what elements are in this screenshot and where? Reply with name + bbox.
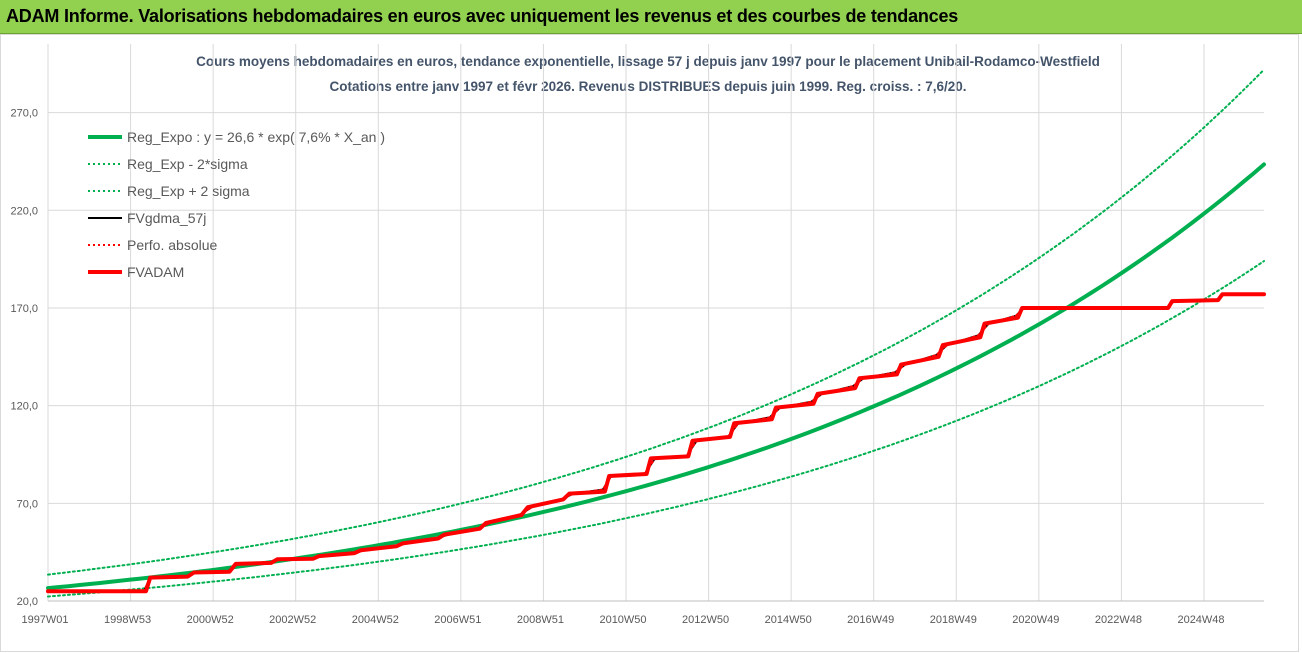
x-tick-label: 2004W52 <box>352 614 399 626</box>
chart-frame <box>0 34 1299 652</box>
x-tick-label: 1998W53 <box>104 614 151 626</box>
x-tick-label: 2000W52 <box>187 614 234 626</box>
gridlines <box>47 44 1264 602</box>
x-tick-label: 2010W50 <box>599 614 646 626</box>
axes: 20,0 70,0 120,0 170,0 220,0 270,0 1997W01 1998W… <box>10 108 1264 626</box>
report-title: ADAM Informe. Valorisations hebdomadaire… <box>6 6 959 26</box>
x-tick-label: 2002W52 <box>269 614 316 626</box>
y-tick-label: 70,0 <box>17 498 38 510</box>
x-tick-label: 2008W51 <box>517 614 564 626</box>
series-line-5 <box>46 292 1266 594</box>
legend: Reg_Expo : y = 26,6 * exp( 7,6% * X_an )… <box>88 129 385 280</box>
x-tick-label: 2006W51 <box>434 614 481 626</box>
y-tick-label: 120,0 <box>10 401 38 413</box>
legend-label: Reg_Exp + 2 sigma <box>127 183 250 199</box>
y-tick-label: 20,0 <box>17 596 38 608</box>
legend-label: FVADAM <box>127 264 184 280</box>
x-tick-label: 2012W50 <box>682 614 729 626</box>
x-tick-label: 2016W49 <box>847 614 894 626</box>
valuation-chart: Cours moyens hebdomadaires en euros, ten… <box>0 34 1299 652</box>
series-line-1 <box>47 260 1265 598</box>
chart-title-line-2: Cotations entre janv 1997 et févr 2026. … <box>330 79 967 94</box>
series-line-2 <box>47 68 1265 576</box>
x-tick-label: 1997W01 <box>21 614 68 626</box>
legend-label: Perfo. absolue <box>127 237 217 253</box>
x-tick-label: 2020W49 <box>1012 614 1059 626</box>
legend-label: FVgdma_57j <box>127 210 206 226</box>
x-tick-label: 2024W48 <box>1177 614 1224 626</box>
x-tick-label: 2018W49 <box>930 614 977 626</box>
x-tick-label: 2014W50 <box>765 614 812 626</box>
x-tick-label: 2022W48 <box>1095 614 1142 626</box>
report-banner: ADAM Informe. Valorisations hebdomadaire… <box>0 0 1302 34</box>
legend-label: Reg_Exp - 2*sigma <box>127 156 248 172</box>
y-tick-label: 270,0 <box>10 108 38 120</box>
legend-label: Reg_Expo : y = 26,6 * exp( 7,6% * X_an ) <box>127 129 385 145</box>
chart-title-line-1: Cours moyens hebdomadaires en euros, ten… <box>196 54 1100 69</box>
y-tick-label: 220,0 <box>10 205 38 217</box>
series-lines <box>46 68 1266 598</box>
y-tick-label: 170,0 <box>10 303 38 315</box>
